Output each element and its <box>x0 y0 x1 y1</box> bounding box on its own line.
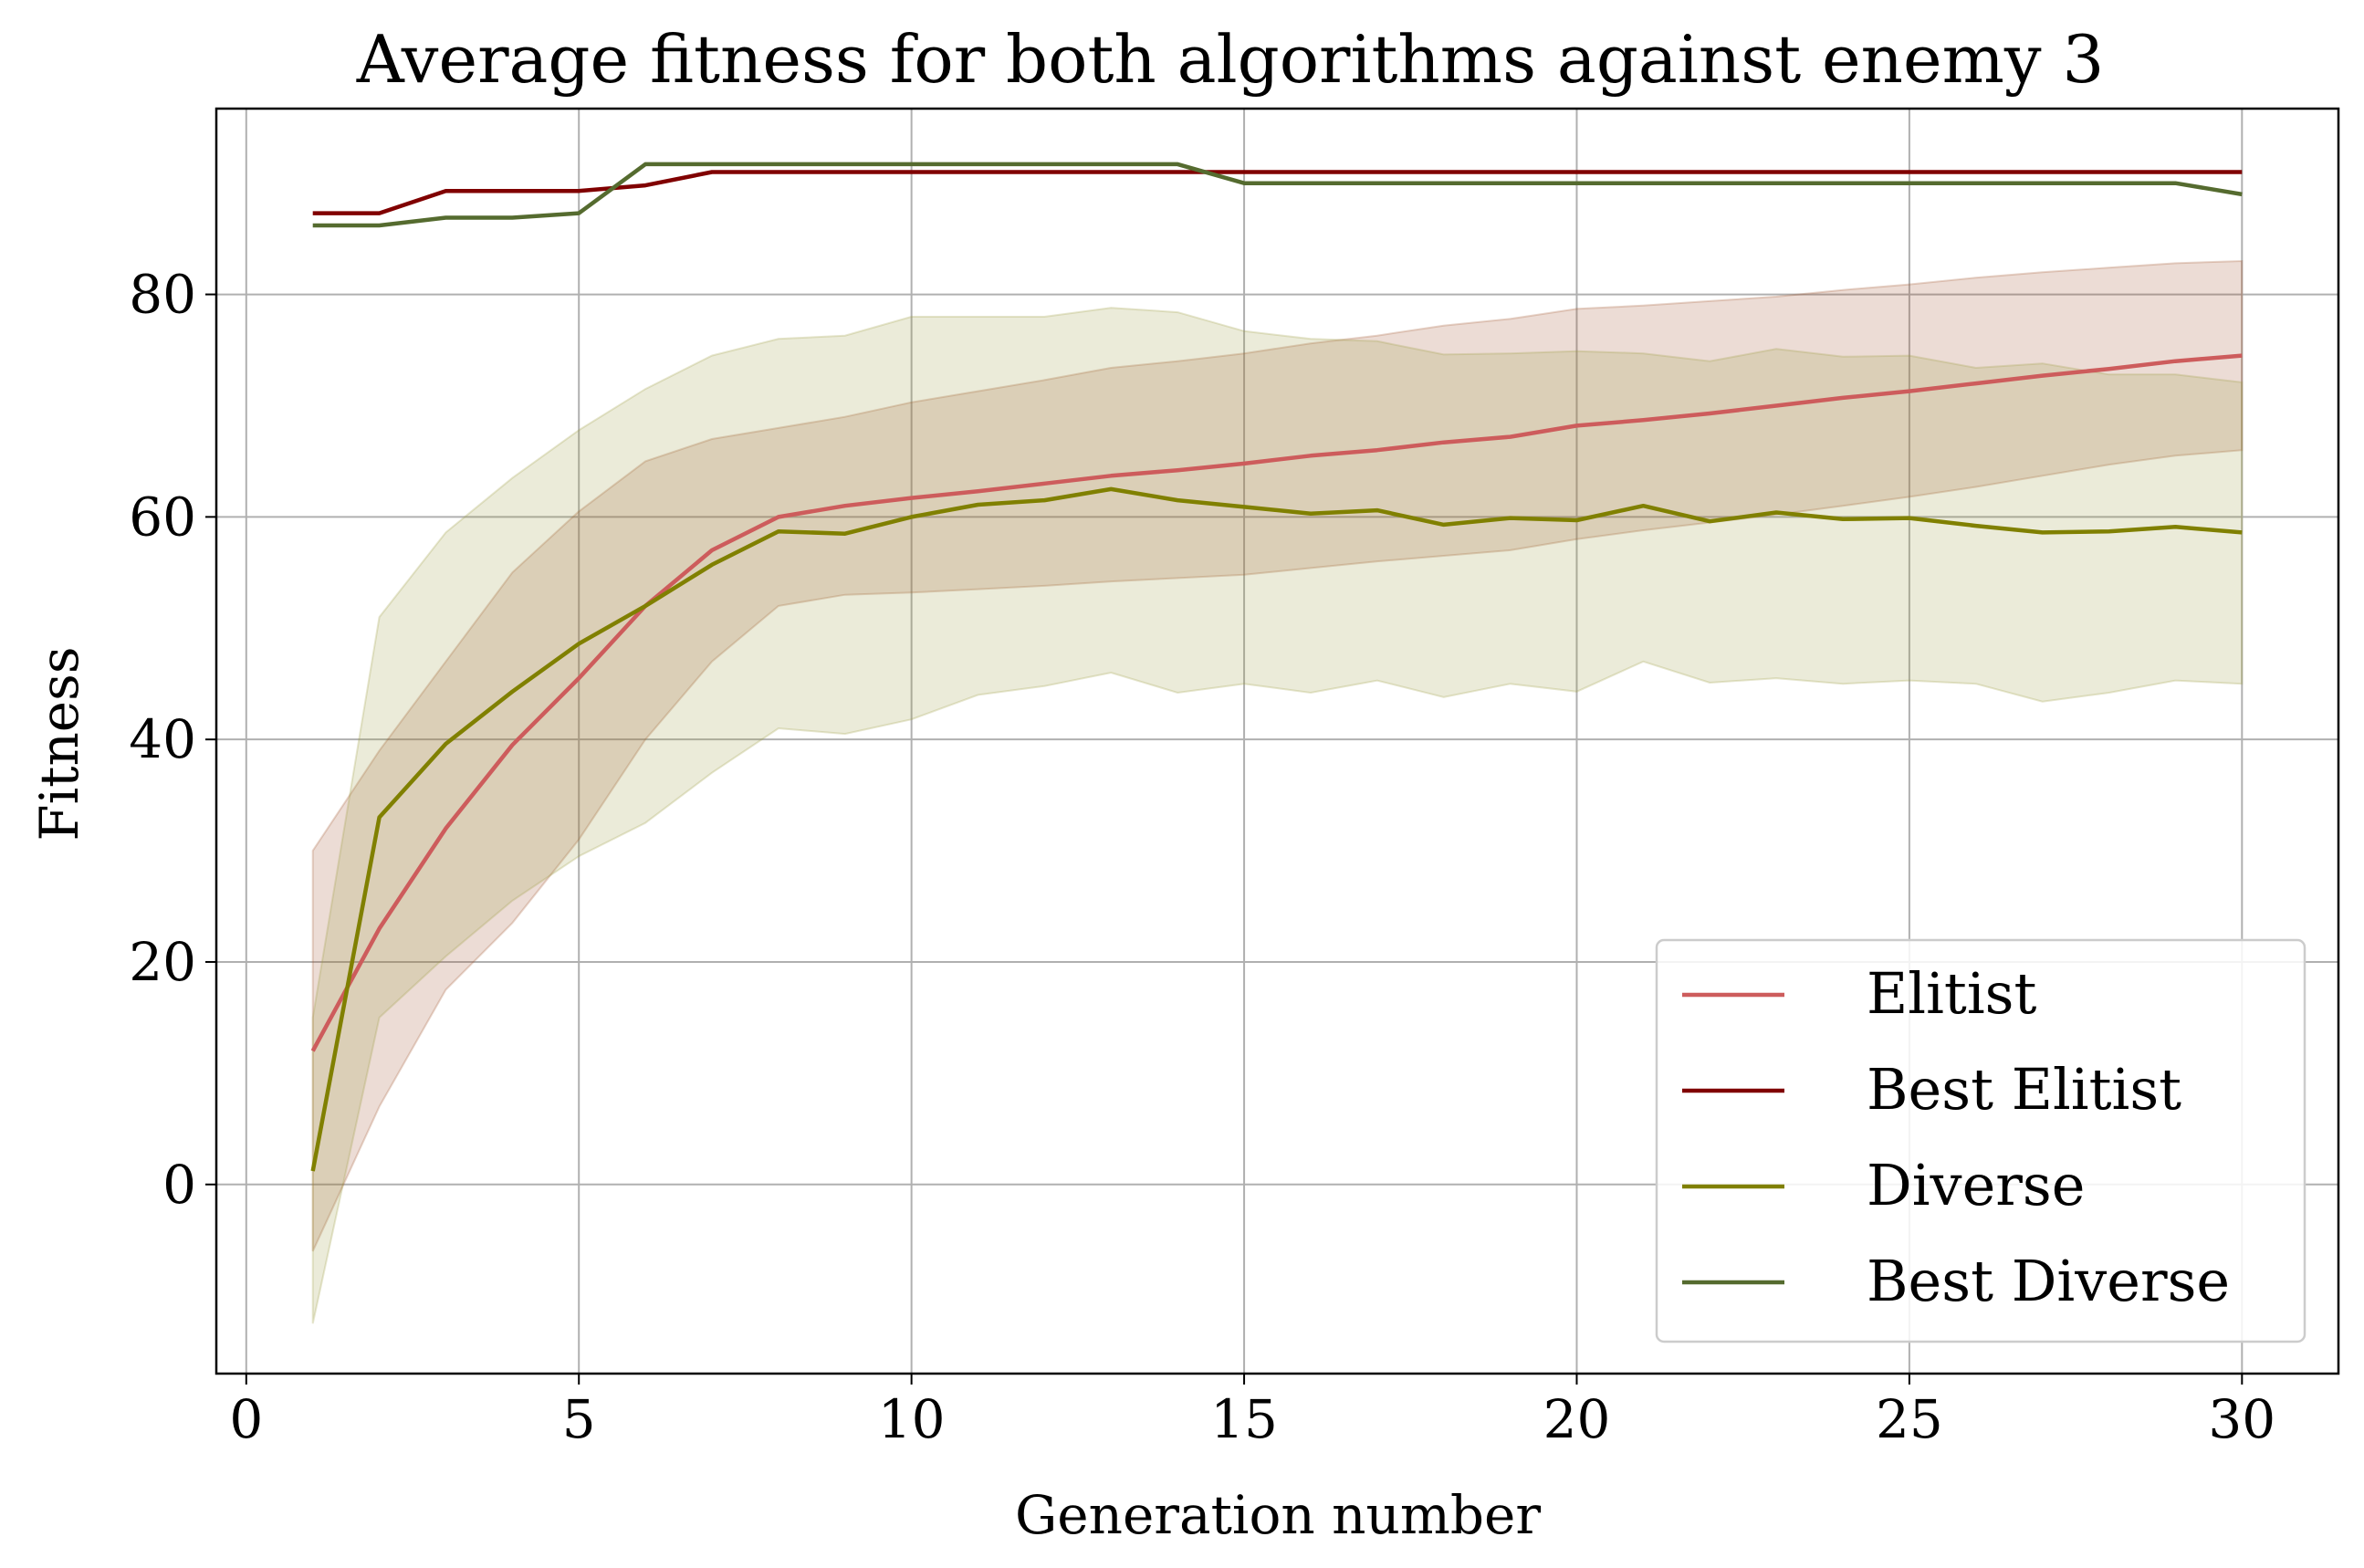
plot-frame <box>214 107 2340 1375</box>
elitist-line <box>310 353 2243 1052</box>
series-lines <box>310 162 2243 1172</box>
y-tick-label: 40 <box>129 708 196 770</box>
legend-label: Elitist <box>1867 960 2036 1027</box>
x-axis-label: Generation number <box>1015 1484 1541 1546</box>
best-diverse-line <box>312 162 2243 228</box>
diverse-line <box>310 486 2243 1172</box>
best-elitist-line <box>312 170 2243 215</box>
grid <box>216 109 2338 1374</box>
x-tick-label: 30 <box>2208 1388 2275 1450</box>
confidence-bands <box>311 259 2244 1324</box>
legend-label: Diverse <box>1867 1152 2085 1218</box>
x-tick-label: 5 <box>562 1388 596 1450</box>
y-tick-label: 80 <box>129 264 196 326</box>
diverse-band <box>311 307 2244 1324</box>
y-tick-label: 0 <box>162 1154 196 1216</box>
legend-box <box>1655 938 2306 1343</box>
x-axis-ticks: 0 5 10 15 20 25 30 <box>229 1374 2275 1450</box>
legend-label: Best Diverse <box>1867 1248 2230 1314</box>
x-tick-label: 20 <box>1543 1388 1611 1450</box>
legend: Elitist Best Elitist Diverse Best Diverse <box>1655 938 2306 1343</box>
elitist-band <box>311 259 2244 1252</box>
x-tick-label: 15 <box>1210 1388 1278 1450</box>
x-tick-label: 10 <box>878 1388 946 1450</box>
chart-title: Average fitness for both algorithms agai… <box>356 21 2105 98</box>
legend-label: Best Elitist <box>1867 1056 2181 1123</box>
y-axis-ticks: 0 20 40 60 80 <box>129 264 216 1216</box>
y-axis-label: Fitness <box>28 646 90 841</box>
x-tick-label: 0 <box>229 1388 263 1450</box>
y-tick-label: 60 <box>129 486 196 548</box>
x-tick-label: 25 <box>1876 1388 1943 1450</box>
y-tick-label: 20 <box>129 931 196 993</box>
